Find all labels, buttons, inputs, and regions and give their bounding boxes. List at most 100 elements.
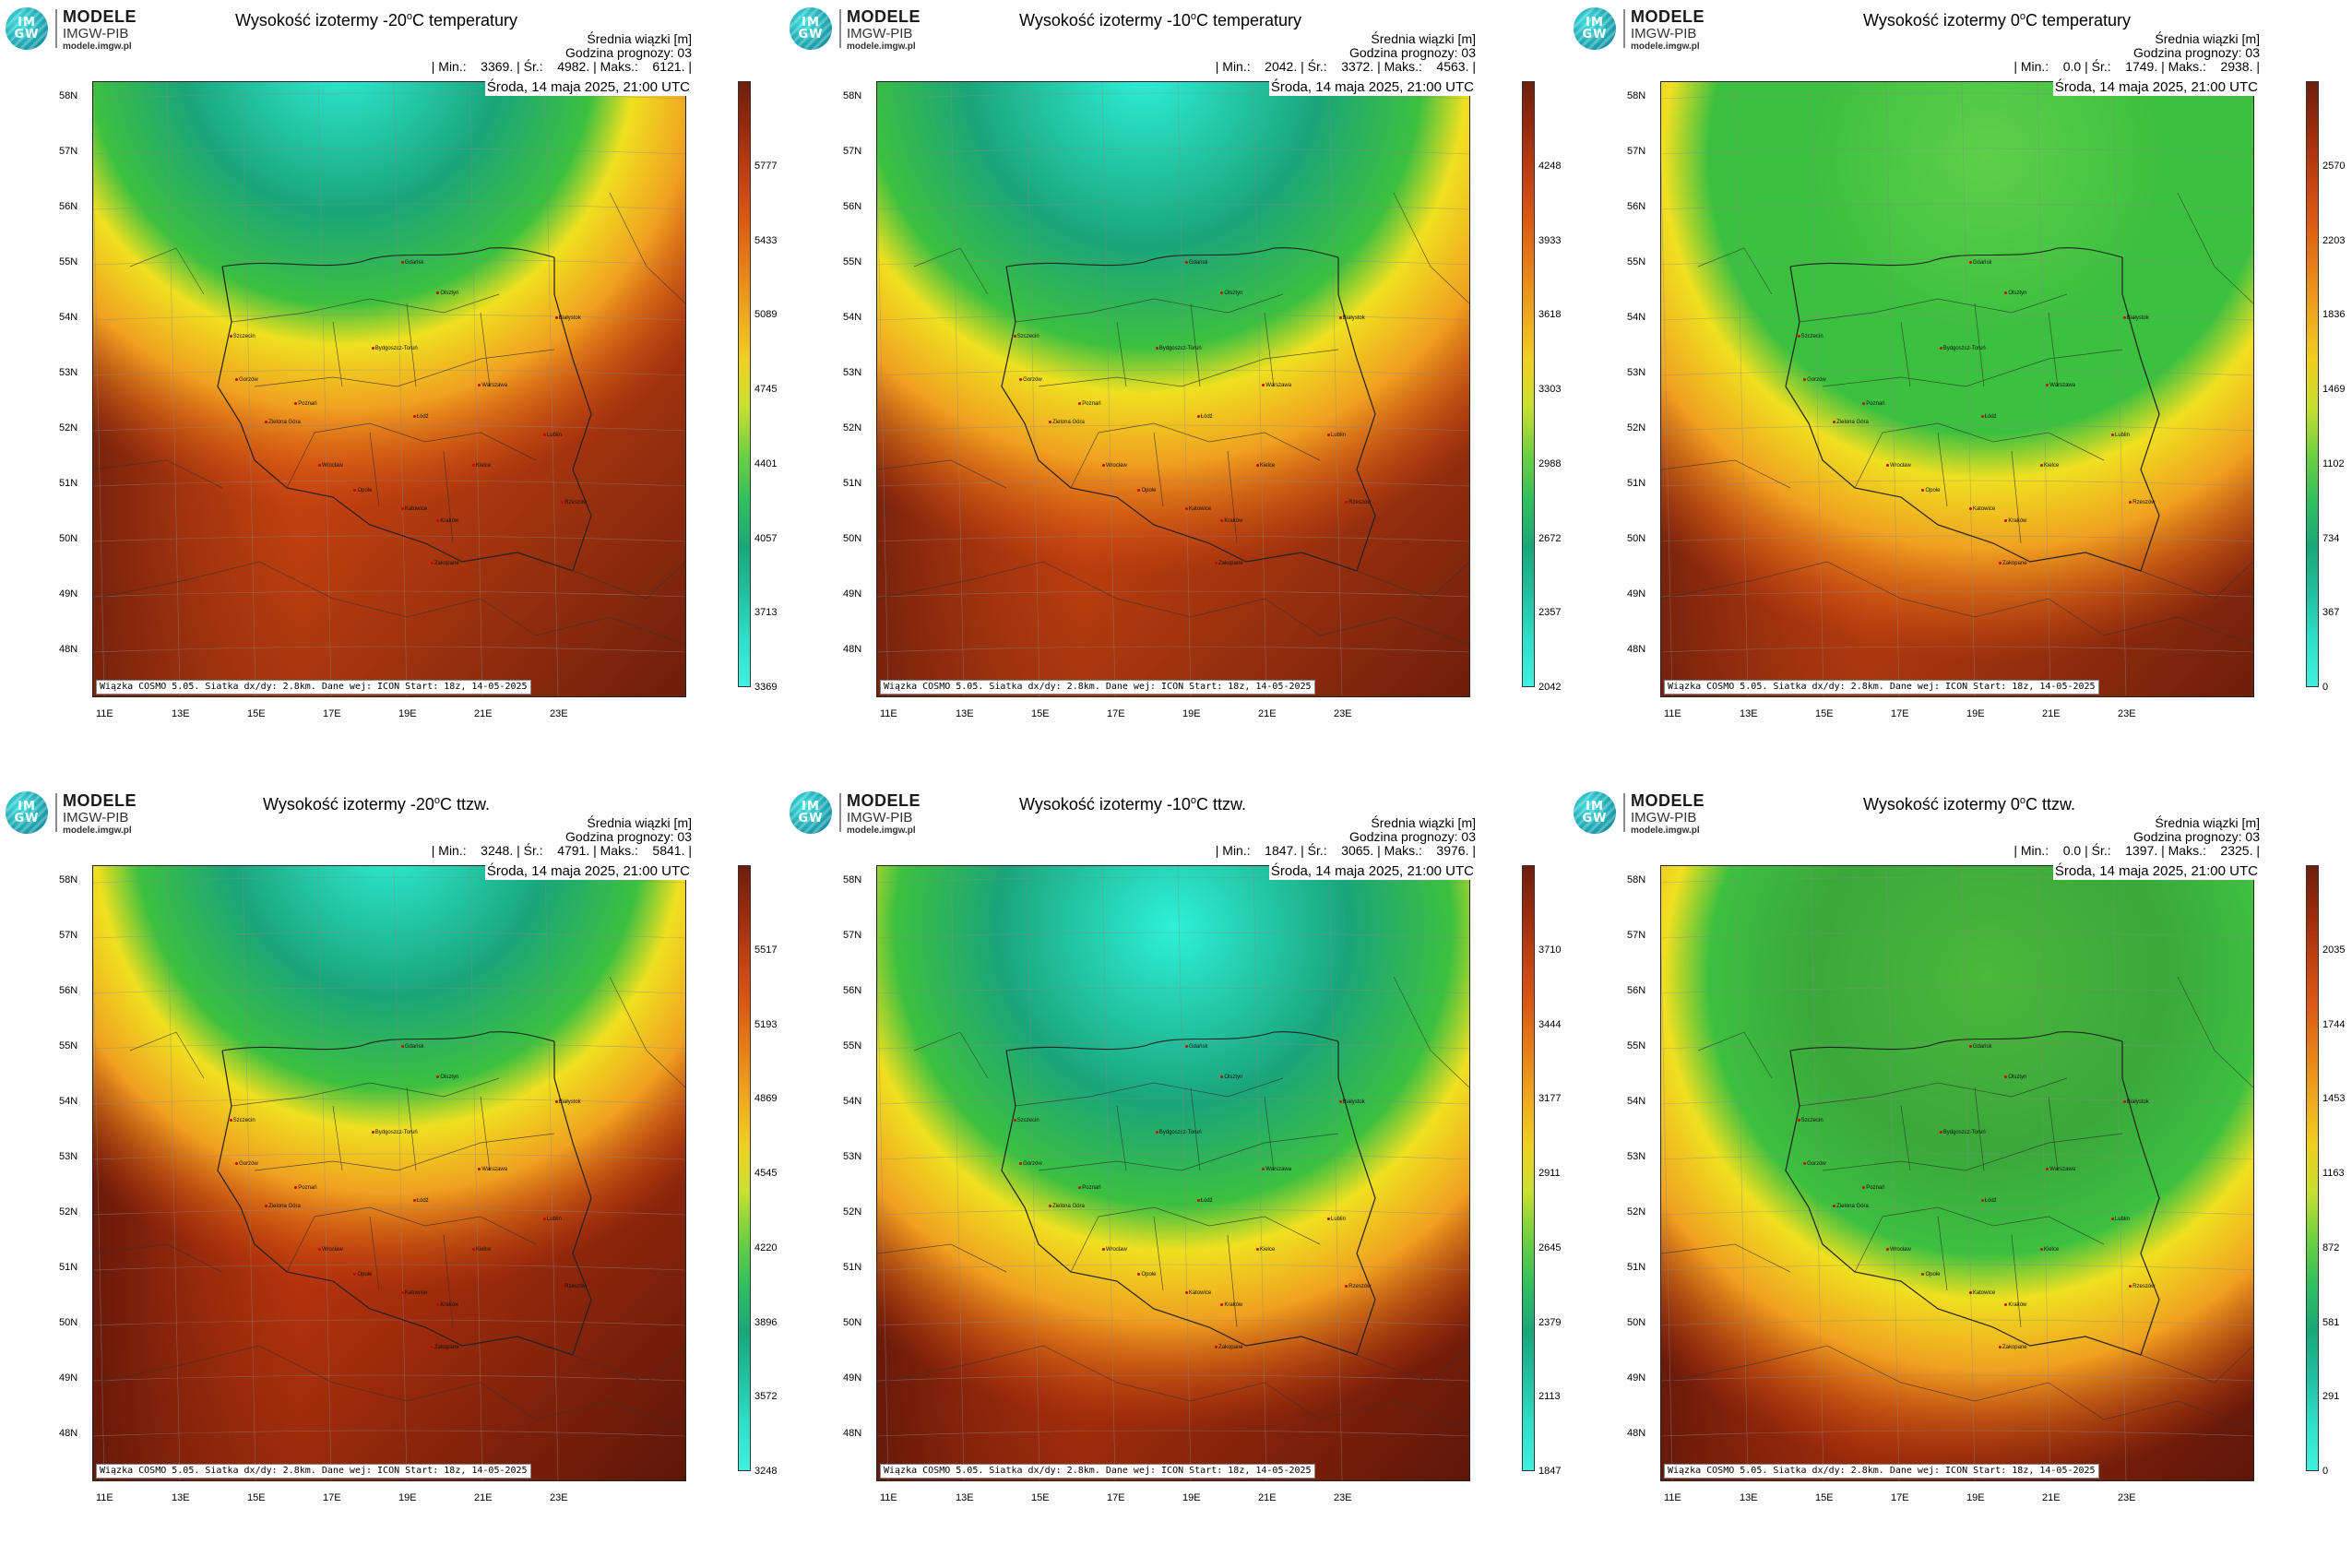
title-main: Wysokość izotermy -10 (1019, 11, 1191, 30)
city-name: Zakopane (1218, 1345, 1243, 1351)
latitude-label: 52N (59, 422, 78, 434)
map-panel: IM GW MODELE IMGW-PIB modele.imgw.pl Wysokość… (0, 784, 784, 1568)
city-name: Kraków (1224, 1301, 1243, 1308)
city-marker: Zakopane (1214, 1345, 1243, 1351)
city-dot (478, 384, 481, 387)
city-dot (1833, 421, 1836, 424)
logo-title: MODELE (847, 7, 921, 26)
poland-border (1001, 1041, 1376, 1356)
color-scale-tick: 5517 (754, 944, 778, 956)
title-degree: o (2019, 11, 2025, 22)
longitude-label: 15E (1031, 708, 1050, 719)
forecast-hour: Godzina prognozy: 03 (1349, 45, 1476, 60)
city-name: Katowice (1972, 1289, 1996, 1296)
city-name: Bydgoszcz-Toruń (1158, 346, 1202, 352)
city-name: Kraków (2008, 1301, 2027, 1308)
latitude-line (1661, 1208, 2253, 1216)
city-dot (478, 1168, 481, 1171)
city-marker: Olsztyn (2004, 1075, 2026, 1080)
latitude-label: 51N (59, 478, 78, 489)
latitude-line (1661, 1098, 2253, 1105)
coastline (221, 247, 555, 267)
latitude-label: 58N (59, 874, 78, 885)
city-marker: Gdańsk (400, 1044, 424, 1050)
city-dot (1184, 1290, 1188, 1294)
longitude-line (950, 82, 965, 696)
city-dot (1326, 433, 1330, 436)
city-marker: Poznań (1862, 1185, 1885, 1192)
city-name: Łódź (1200, 413, 1213, 420)
city-name: Warszawa (2049, 383, 2076, 389)
latitude-line (93, 1098, 685, 1105)
city-name: Białystok (1342, 315, 1365, 322)
logo-separator (1623, 793, 1625, 832)
city-dot (430, 562, 434, 565)
longitude-label: 13E (956, 1492, 974, 1503)
color-scale-tick: 3896 (754, 1316, 778, 1328)
imgw-logo: IM GW MODELE IMGW-PIB modele.imgw.pl (788, 6, 954, 52)
longitude-label: 19E (398, 708, 417, 719)
poland-border (1785, 1041, 2160, 1356)
color-scale-bar (2306, 865, 2319, 1471)
city-marker: Szczecin (1797, 1118, 1823, 1123)
longitude-label: 19E (1182, 708, 1201, 719)
latitude-label: 57N (59, 146, 78, 157)
latitude-line (93, 92, 685, 100)
city-marker: Bydgoszcz-Toruń (371, 346, 418, 351)
city-marker: Kielce (2039, 1247, 2059, 1253)
city-dot (2004, 518, 2008, 522)
longitude-line (317, 82, 332, 696)
cold-core (93, 866, 685, 1480)
city-marker: Bydgoszcz-Toruń (371, 1130, 418, 1135)
map-panel: IM GW MODELE IMGW-PIB modele.imgw.pl Wysokość… (1568, 0, 2352, 784)
color-scale-tick: 3303 (1538, 384, 1562, 396)
city-dot (1137, 1272, 1141, 1276)
city-name: Opole (1141, 1271, 1157, 1277)
city-name: Kielce (2043, 462, 2060, 469)
logo-subtitle: IMGW-PIB (847, 810, 913, 826)
latitude-label: 50N (843, 533, 862, 544)
city-dot (1998, 1346, 2002, 1349)
latitude-label: 49N (59, 1372, 78, 1384)
city-marker: Katowice (400, 506, 427, 512)
city-name: Łódź (1200, 1197, 1213, 1204)
city-name: Szczecin (232, 1118, 255, 1124)
longitude-label: 17E (323, 708, 341, 719)
latitude-label: 49N (1627, 1372, 1646, 1384)
longitude-line (2112, 866, 2127, 1480)
city-marker: Białystok (554, 315, 581, 321)
latitude-line (877, 876, 1469, 884)
longitude-line (393, 866, 408, 1480)
city-marker: Białystok (1338, 1099, 1365, 1105)
city-name: Szczecin (1016, 1118, 1039, 1124)
longitude-line (1734, 82, 1749, 696)
latitude-label: 56N (843, 201, 862, 212)
city-dot (1862, 402, 1866, 406)
logo-title: MODELE (63, 7, 137, 26)
latitude-line (877, 932, 1469, 939)
city-name: Katowice (1972, 505, 1996, 512)
info-label: Średnia wiązki [m] (2155, 31, 2260, 46)
longitude-line (2037, 866, 2051, 1480)
map-panel: IM GW MODELE IMGW-PIB modele.imgw.pl Wysokość… (784, 0, 1568, 784)
longitude-label: 15E (1031, 1492, 1050, 1503)
city-name: Poznań (1866, 1185, 1885, 1192)
latitude-label: 53N (59, 1151, 78, 1162)
latitude-line (1661, 258, 2253, 266)
city-marker: Bydgoszcz-Toruń (1939, 346, 1986, 351)
title-main: Wysokość izotermy 0 (1863, 11, 2020, 30)
stats-box: Średnia wiązki [m] Godzina prognozy: 03 | … (432, 816, 692, 858)
latitude-line (93, 646, 685, 653)
city-name: Kraków (1224, 517, 1243, 524)
city-name: Warszawa (1265, 383, 1292, 389)
city-marker: Warszawa (478, 1167, 507, 1172)
coastline (221, 1031, 555, 1051)
city-marker: Rzeszów (1345, 1284, 1372, 1289)
city-name: Gdańsk (404, 260, 424, 267)
map-title: Wysokość izotermy 0oC temperatury (1863, 11, 2131, 30)
logo-subtitle: IMGW-PIB (847, 26, 913, 42)
longitude-line (877, 156, 889, 696)
latitude-line (1661, 646, 2253, 653)
latitude-line (93, 258, 685, 266)
city-marker: Rzeszów (561, 500, 588, 505)
